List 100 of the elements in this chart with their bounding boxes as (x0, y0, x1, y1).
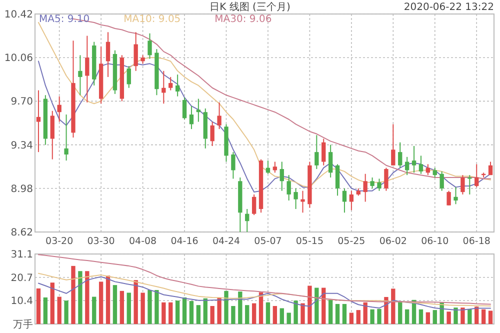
candlestick (377, 178, 382, 192)
bar (432, 310, 437, 324)
bar (286, 312, 291, 324)
y-tick-label: 8.62 (10, 228, 33, 238)
bar (474, 306, 479, 324)
y-tick-label: 10.4 (10, 296, 33, 308)
candlestick (126, 66, 131, 88)
candlestick (454, 186, 458, 205)
candlestick (217, 102, 222, 130)
bar (196, 305, 201, 324)
candlestick (78, 54, 82, 96)
bar (454, 308, 458, 324)
candlestick (349, 190, 354, 211)
candlestick (286, 174, 291, 202)
bar (391, 288, 396, 324)
candlestick (57, 96, 62, 122)
candlestick (335, 164, 340, 196)
bar (460, 308, 465, 324)
candlestick (384, 167, 388, 192)
bar (148, 290, 152, 324)
bar (294, 300, 298, 324)
candlestick (314, 134, 319, 170)
bar (280, 308, 284, 324)
line-series (38, 276, 492, 311)
candlestick (272, 161, 278, 174)
candlestick (85, 35, 90, 103)
x-tick-label: 05-25 (338, 236, 366, 247)
bar (57, 296, 62, 324)
bar (481, 309, 486, 324)
bar (78, 271, 82, 324)
y-tick-label: 9.34 (10, 140, 33, 152)
bar (266, 302, 270, 324)
y-tick-label: 10.42 (4, 10, 33, 20)
x-tick-label: 03-30 (87, 236, 115, 247)
candlestick (440, 170, 444, 192)
bar (300, 303, 305, 324)
candlestick (370, 177, 374, 189)
y-tick-label: 20.7 (10, 272, 33, 284)
candlestick (210, 121, 214, 147)
bar (112, 285, 118, 324)
x-tick-label: 04-08 (128, 236, 157, 247)
bar (126, 292, 131, 324)
candlestick (168, 76, 173, 91)
candlestick (196, 98, 201, 122)
bar (384, 296, 388, 324)
bar (363, 302, 368, 324)
bar (356, 310, 360, 324)
candlestick (446, 190, 451, 206)
candlestick (231, 152, 236, 180)
candlestick (64, 114, 68, 162)
candlestick (300, 190, 305, 214)
bar (245, 305, 250, 324)
candlestick (245, 208, 250, 232)
bar (92, 296, 96, 324)
candlestick (189, 106, 194, 130)
bar (404, 309, 410, 324)
candlestick (328, 144, 333, 178)
chart-title: 日K 线图 (三个月) (210, 1, 290, 13)
bar (335, 304, 340, 324)
bar (224, 290, 228, 324)
bar (64, 300, 68, 324)
bar (398, 301, 402, 324)
text: MA30: 9.06 (214, 14, 272, 25)
bar (50, 282, 54, 324)
bar (85, 271, 90, 324)
y-tick-label: 31.1 (10, 250, 33, 260)
candlestick (50, 110, 54, 160)
bar (349, 312, 354, 324)
candlestick (134, 32, 138, 72)
candlestick (398, 142, 402, 168)
bar (328, 300, 333, 324)
bar (162, 302, 166, 324)
bar (488, 310, 493, 324)
candlestick (363, 173, 368, 202)
candlestick (432, 167, 437, 178)
x-tick-label: 03-20 (46, 236, 74, 247)
bar (252, 303, 256, 324)
bar (272, 306, 278, 324)
bar (308, 286, 312, 324)
bar (120, 290, 124, 324)
x-tick-label: 06-02 (379, 236, 407, 247)
x-tick-label: 06-18 (462, 236, 490, 247)
bar (418, 309, 424, 324)
bar (468, 309, 472, 324)
candlestick (36, 90, 41, 153)
x-tick-label: 05-15 (296, 236, 324, 247)
text: 2020-06-22 13:22 (404, 2, 494, 13)
candlestick (106, 32, 110, 78)
candlestick (474, 164, 479, 188)
bar (446, 312, 451, 324)
candlestick (488, 161, 493, 176)
bar (370, 309, 374, 324)
bar (342, 304, 347, 324)
bar (238, 292, 242, 324)
bar (175, 300, 180, 324)
candlestick (342, 188, 347, 214)
bar (36, 288, 41, 324)
x-tick-label: 05-07 (254, 236, 282, 247)
bar (134, 280, 138, 324)
candlestick (322, 138, 326, 166)
